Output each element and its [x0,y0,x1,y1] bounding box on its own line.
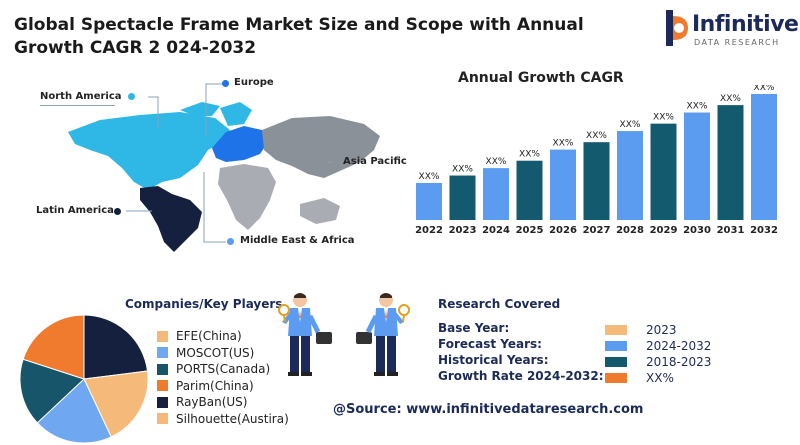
asia-pacific-shape [262,116,380,178]
bar-2025 [516,160,543,220]
region-label: North America [40,91,122,102]
north-america-shape [68,112,230,190]
legend-item: Silhouette(Austira) [157,411,289,427]
source-text: @Source: www.infinitivedataresearch.com [333,402,644,417]
x-tick-label: 2031 [717,225,745,236]
region-middle-east-africa: Middle East & Africa [240,235,355,246]
bar-2022 [416,182,442,220]
europe-shape [212,126,268,162]
bar-2023 [449,175,476,220]
bar-2031 [717,105,744,220]
bar-value-label: XX% [620,120,641,130]
bar-value-label: XX% [720,94,741,104]
region-north-america: North America [40,91,122,106]
legend-swatch [157,347,168,358]
bar-value-label: XX% [687,102,708,112]
research-row-swatch [605,357,627,367]
legend-swatch [157,396,168,408]
legend-label: RayBan(US) [176,395,248,409]
bar-2024 [483,168,509,220]
region-latin-america: Latin America [36,205,114,216]
europe-dot [222,80,229,87]
x-tick-label: 2023 [449,225,477,236]
research-row-swatch [605,341,627,351]
legend-swatch [157,380,168,391]
research-row-value: XX% [646,371,674,385]
legend-label: Parim(China) [176,378,254,393]
x-tick-label: 2030 [683,225,711,236]
latin-america-dot [114,208,121,215]
research-row-swatch [605,325,627,335]
bar-2027 [583,142,610,220]
pie-slice [22,314,85,380]
companies-pie-chart [19,314,149,444]
pie-slice [36,378,112,444]
region-asia-pacific: Asia Pacific [343,156,407,167]
legend-item: EFE(China) [157,328,242,344]
research-row-value: 2018-2023 [646,355,712,369]
bar-value-label: XX% [653,113,674,123]
x-tick-label: 2032 [750,225,778,236]
research-row-label: Base Year: [438,321,510,335]
bar-value-label: XX% [452,165,473,175]
x-tick-label: 2022 [415,225,443,236]
bar-value-label: XX% [419,172,440,182]
x-tick-label: 2025 [516,225,544,236]
bar-value-label: XX% [519,150,540,160]
bar-value-label: XX% [486,157,507,167]
research-row-label: Forecast Years: [438,337,542,351]
north-america-dot [128,93,135,100]
legend-item: PORTS(Canada) [157,361,270,377]
x-tick-label: 2029 [650,225,678,236]
africa-shape [218,164,276,230]
pie-slice [83,314,149,380]
x-tick-label: 2024 [482,225,510,236]
logo-name: Infinitive [692,12,799,37]
bar-2026 [550,149,576,220]
bar-value-label: XX% [553,139,574,149]
bar-2030 [684,112,710,220]
asia-pacific-dot [332,159,339,166]
pie-slice [19,358,85,424]
legend-label: EFE(China) [176,329,242,343]
x-tick-label: 2026 [549,225,577,236]
legend-item: RayBan(US) [157,394,247,410]
research-row-label: Growth Rate 2024-2032: [438,369,604,383]
legend-swatch [157,330,168,342]
mea-dot [227,238,234,245]
legend-label: PORTS(Canada) [176,362,271,376]
research-row-value: 2023 [646,323,677,337]
legend-swatch [157,363,168,375]
logo-icon [666,10,688,46]
cagr-bar-chart: XX% 2022 XX% 2023 XX% 2024 XX% 2025 XX% 2026 XX% 20… [415,85,778,236]
logo-tagline: DATA RESEARCH [694,38,780,47]
chart-title: Annual Growth CAGR [458,70,624,86]
legend-item: Parim(China) [157,378,254,394]
bar-2032 [751,94,777,220]
research-row-label: Historical Years: [438,353,549,367]
research-row-swatch [605,373,627,383]
legend-swatch [157,413,168,424]
pie-slice [83,370,149,438]
analyst-figure-2 [356,293,410,376]
latin-america-shape [140,186,202,252]
world-map [68,83,380,252]
legend-label: Silhouette(Austira) [176,411,289,426]
x-tick-label: 2028 [616,225,644,236]
bar-value-label: XX% [754,85,775,93]
research-row-value: 2024-2032 [646,339,712,353]
page-title: Global Spectacle Frame Market Size and S… [14,15,584,58]
bar-2029 [650,123,677,220]
companies-title: Companies/Key Players [125,297,283,311]
analyst-figure-1 [278,293,332,376]
bar-2028 [617,131,643,220]
region-europe: Europe [234,77,274,88]
research-title: Research Covered [438,297,561,311]
x-tick-label: 2027 [583,225,611,236]
legend-label: MOSCOT(US) [176,345,255,360]
bar-value-label: XX% [586,131,607,141]
legend-item: MOSCOT(US) [157,345,254,361]
